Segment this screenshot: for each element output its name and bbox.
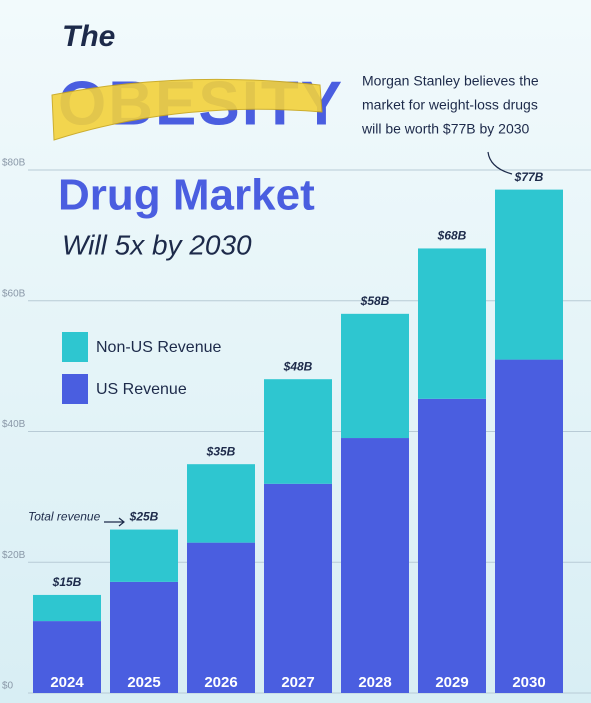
bar-segment bbox=[341, 438, 409, 693]
legend-swatch bbox=[62, 374, 88, 404]
annotation: Morgan Stanley believes the bbox=[362, 73, 539, 89]
x-tick-label: 2028 bbox=[358, 674, 391, 691]
x-tick-label: 2025 bbox=[127, 674, 160, 691]
bar-segment bbox=[187, 542, 255, 693]
legend-swatch bbox=[62, 332, 88, 362]
total-label: $68B bbox=[437, 229, 467, 243]
bar-segment bbox=[187, 464, 255, 543]
total-label: $48B bbox=[283, 359, 313, 373]
bar-segment bbox=[110, 529, 178, 582]
x-tick-label: 2029 bbox=[435, 674, 468, 691]
annotation: will be worth $77B by 2030 bbox=[361, 121, 530, 137]
bar-segment bbox=[33, 594, 101, 622]
x-tick-label: 2027 bbox=[281, 674, 314, 691]
total-note: Total revenue bbox=[28, 510, 101, 524]
total-label: $77B bbox=[514, 170, 544, 184]
bar-segment bbox=[341, 313, 409, 439]
total-note-arrow bbox=[104, 517, 125, 527]
bar-segment bbox=[110, 581, 178, 693]
total-label: $58B bbox=[360, 294, 390, 308]
y-tick-label: $20B bbox=[2, 550, 26, 561]
total-label: $25B bbox=[129, 510, 159, 524]
total-label: $15B bbox=[52, 575, 82, 589]
bar-segment bbox=[418, 398, 486, 693]
title-will: Will 5x by 2030 bbox=[62, 229, 252, 260]
title-drug-market: Drug Market bbox=[58, 171, 315, 220]
total-label: $35B bbox=[206, 444, 236, 458]
x-tick-label: 2026 bbox=[204, 674, 237, 691]
x-tick-label: 2030 bbox=[512, 674, 545, 691]
bar-segment bbox=[418, 248, 486, 399]
bar-segment bbox=[264, 483, 332, 693]
legend-label: Non-US Revenue bbox=[96, 339, 222, 356]
y-tick-label: $0 bbox=[2, 681, 14, 692]
bar-segment bbox=[33, 621, 101, 693]
annotation: market for weight-loss drugs bbox=[362, 97, 538, 113]
annotation-arrow bbox=[487, 151, 513, 175]
title-the: The bbox=[62, 20, 115, 53]
y-tick-label: $60B bbox=[2, 288, 26, 299]
x-tick-label: 2024 bbox=[50, 674, 84, 691]
bar-segment bbox=[495, 189, 563, 360]
y-tick-label: $80B bbox=[2, 158, 26, 169]
legend-label: US Revenue bbox=[96, 381, 187, 398]
bar-segment bbox=[264, 379, 332, 484]
y-tick-label: $40B bbox=[2, 419, 26, 430]
bar-segment bbox=[495, 359, 563, 693]
tape bbox=[51, 78, 323, 141]
